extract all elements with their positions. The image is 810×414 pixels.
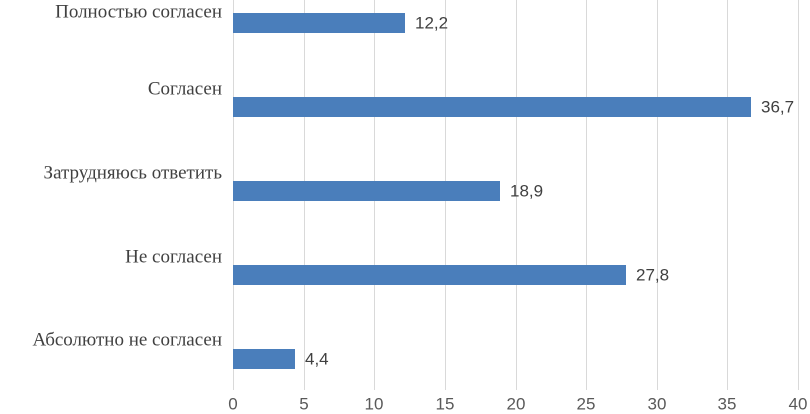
- category-label-3: Затрудняюсь ответить: [43, 162, 222, 184]
- x-axis-tick-label: 40: [788, 394, 808, 414]
- axis-tick-mark: [445, 384, 446, 390]
- x-axis-tick-label: 30: [647, 394, 667, 414]
- axis-tick-mark: [798, 384, 799, 390]
- axis-tick-mark: [657, 384, 658, 390]
- gridline-x-20: [516, 0, 517, 384]
- bar-5: [233, 349, 295, 369]
- category-label-2: Согласен: [147, 78, 222, 100]
- x-axis-tick-label: 5: [299, 394, 309, 414]
- category-label-5: Абсолютно не согласен: [32, 329, 222, 351]
- category-label-4: Не согласен: [125, 246, 222, 268]
- value-label-4: 27,8: [636, 265, 670, 285]
- axis-tick-mark: [233, 384, 234, 390]
- axis-tick-mark: [374, 384, 375, 390]
- gridline-x-25: [586, 0, 587, 384]
- x-axis-tick-label: 10: [364, 394, 384, 414]
- axis-tick-mark: [304, 384, 305, 390]
- axis-tick-mark: [586, 384, 587, 390]
- x-axis-tick-label: 0: [228, 394, 238, 414]
- axis-tick-mark: [727, 384, 728, 390]
- bar-2: [233, 97, 751, 117]
- bar-3: [233, 181, 500, 201]
- value-label-3: 18,9: [510, 181, 544, 201]
- value-label-2: 36,7: [761, 97, 795, 117]
- value-label-1: 12,2: [415, 13, 449, 33]
- x-axis-tick-label: 25: [576, 394, 596, 414]
- gridline-x-35: [727, 0, 728, 384]
- axis-tick-mark: [516, 384, 517, 390]
- x-axis-tick-label: 20: [506, 394, 526, 414]
- category-label-1: Полностью согласен: [55, 1, 222, 23]
- bar-4: [233, 265, 626, 285]
- bar-1: [233, 13, 405, 33]
- gridline-x-40: [798, 0, 799, 384]
- value-label-5: 4,4: [305, 349, 329, 369]
- x-axis-tick-label: 35: [717, 394, 737, 414]
- gridline-x-30: [657, 0, 658, 384]
- x-axis-tick-label: 15: [435, 394, 455, 414]
